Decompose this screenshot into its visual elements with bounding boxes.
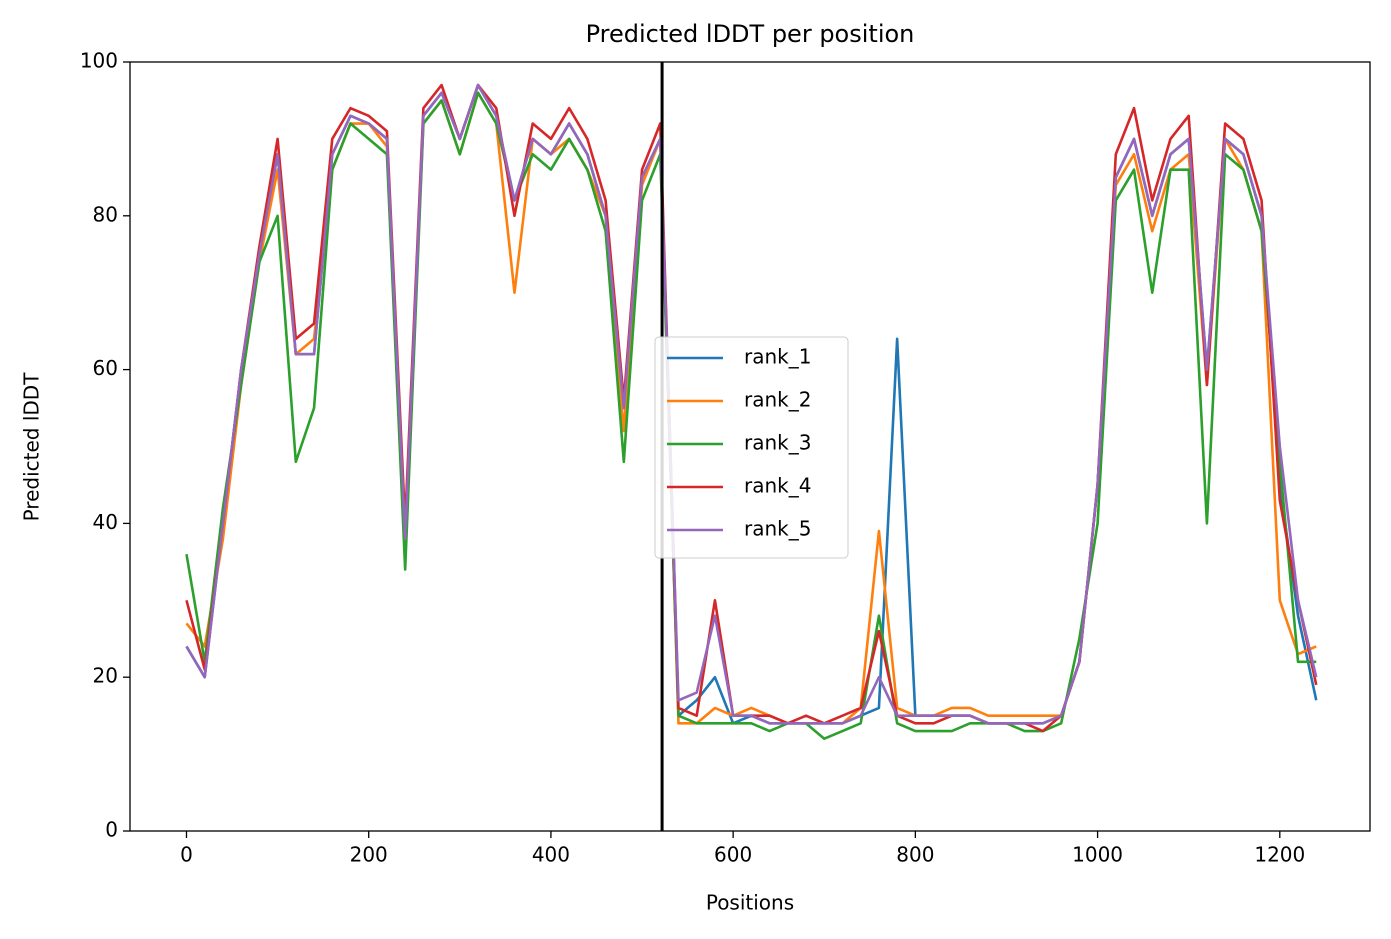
x-tick-label: 800: [896, 843, 934, 867]
legend-label: rank_4: [744, 474, 811, 498]
legend-label: rank_1: [744, 345, 811, 369]
x-tick-label: 1200: [1254, 843, 1305, 867]
x-tick-label: 600: [714, 843, 752, 867]
chart-title: Predicted lDDT per position: [586, 20, 915, 48]
plot-frame: [129, 61, 1371, 832]
y-tick-label: 20: [93, 664, 118, 688]
x-tick-label: 0: [180, 843, 193, 867]
legend-box: [654, 336, 849, 559]
y-tick-label: 40: [93, 510, 118, 534]
x-tick-label: 1000: [1072, 843, 1123, 867]
y-axis-label: Predicted lDDT: [20, 372, 44, 522]
legend-label: rank_5: [744, 517, 811, 541]
x-axis-label: Positions: [706, 891, 794, 915]
legend: rank_1 rank_2 rank_3 rank_4 rank_5: [654, 336, 849, 559]
legend-label: rank_3: [744, 431, 811, 455]
y-tick-label: 80: [93, 202, 118, 226]
legend-label: rank_2: [744, 388, 811, 412]
x-tick-label: 200: [350, 843, 388, 867]
y-tick-label: 100: [80, 49, 118, 73]
x-tick-label: 400: [532, 843, 570, 867]
series-line: [185, 91, 1317, 725]
y-tick-label: 60: [93, 356, 118, 380]
y-tick-label: 0: [105, 818, 118, 842]
series-line: [185, 83, 1318, 725]
series-line: [185, 91, 1317, 741]
